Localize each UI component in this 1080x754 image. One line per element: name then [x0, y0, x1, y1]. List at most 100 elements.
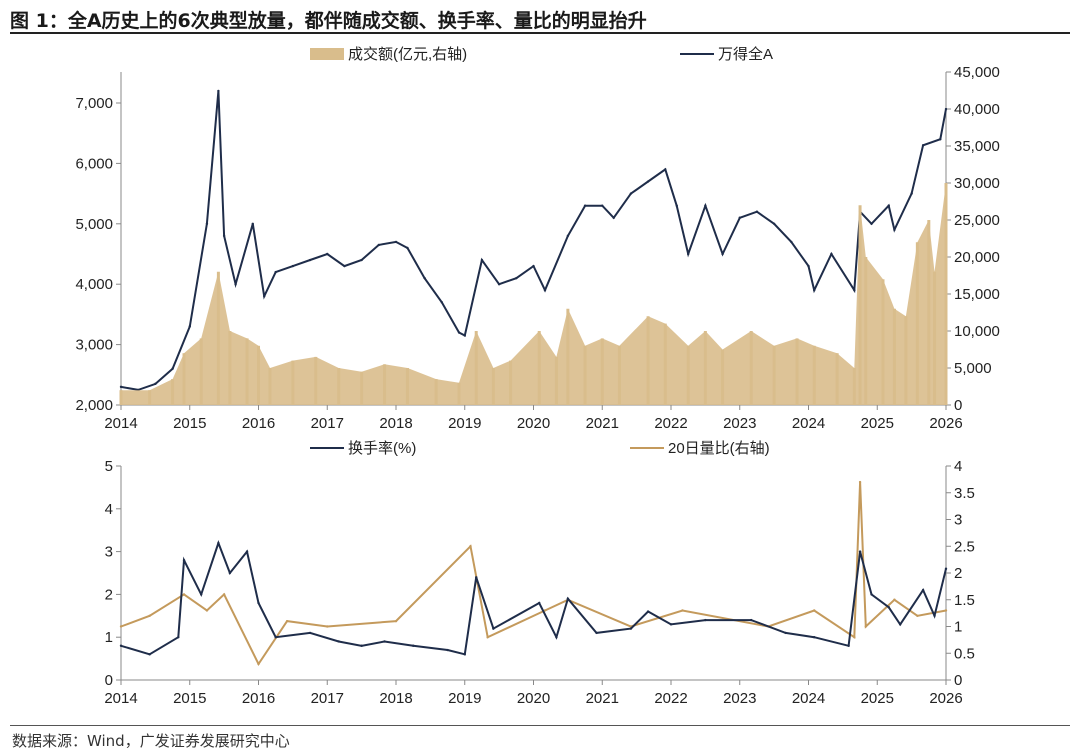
y-right-tick-label: 1.5	[954, 592, 975, 609]
y-right-tick-label: 30,000	[954, 175, 1000, 192]
legend-label: 20日量比(右轴)	[668, 440, 770, 457]
x-tick-label: 2024	[792, 415, 825, 432]
y-right-tick-label: 25,000	[954, 212, 1000, 229]
data-point	[200, 593, 203, 596]
y-left-tick-label: 4	[105, 501, 113, 518]
data-point	[228, 571, 232, 575]
x-tick-label: 2021	[586, 690, 619, 707]
data-point	[921, 144, 925, 147]
x-tick-label: 2020	[517, 690, 550, 707]
data-point	[171, 367, 174, 370]
data-point	[669, 623, 673, 626]
y-left-tick-label: 3	[105, 544, 113, 561]
y-left-tick-label: 1	[105, 629, 113, 646]
turnover-area	[121, 183, 946, 405]
data-point	[343, 264, 346, 268]
data-point	[257, 601, 260, 605]
data-point	[326, 625, 329, 628]
data-point	[188, 325, 191, 328]
data-point	[222, 593, 226, 596]
x-tick-label: 2023	[723, 690, 756, 707]
data-point	[497, 283, 501, 286]
x-tick-label: 2018	[379, 690, 412, 707]
x-tick-label: 2014	[104, 415, 137, 432]
y-left-tick-label: 5,000	[75, 216, 113, 233]
y-left-tick-label: 5	[105, 458, 113, 475]
data-point	[222, 234, 226, 238]
data-point	[543, 289, 547, 292]
data-point	[870, 222, 873, 225]
x-tick-label: 2015	[173, 415, 206, 432]
data-point	[154, 382, 157, 386]
y-left-tick-label: 0	[105, 672, 113, 689]
y-right-tick-label: 1	[954, 619, 962, 636]
data-point	[263, 295, 266, 298]
data-point	[830, 252, 833, 256]
data-point	[538, 601, 541, 605]
data-point	[893, 598, 896, 601]
y-right-tick-label: 3.5	[954, 485, 975, 502]
data-point	[515, 276, 518, 280]
data-point	[858, 550, 862, 553]
data-point	[681, 609, 684, 612]
data-point	[790, 240, 793, 244]
data-point	[813, 289, 816, 292]
data-point	[383, 640, 386, 643]
y-right-tick-label: 35,000	[954, 138, 1000, 155]
data-point	[910, 192, 913, 195]
legend-label: 换手率(%)	[348, 440, 416, 457]
y-right-tick-label: 15,000	[954, 286, 1000, 303]
x-tick-label: 2025	[861, 415, 894, 432]
legend-swatch-turnover	[310, 48, 344, 60]
y-left-tick-label: 6,000	[75, 155, 113, 172]
series-line-0	[120, 90, 947, 391]
data-point	[853, 289, 856, 292]
data-point	[646, 610, 650, 613]
data-point	[274, 270, 277, 274]
data-point	[182, 593, 186, 596]
y-left-tick-label: 2	[105, 586, 113, 603]
data-point	[898, 623, 902, 626]
data-point	[784, 631, 787, 635]
data-point	[595, 631, 598, 635]
series-line-1	[120, 540, 947, 656]
x-tick-label: 2017	[311, 690, 344, 707]
series-line-0	[120, 481, 947, 666]
data-point	[887, 204, 890, 207]
data-point	[601, 204, 604, 207]
data-point	[921, 588, 925, 592]
data-point	[148, 653, 151, 656]
data-point	[944, 107, 948, 111]
data-point	[446, 648, 449, 652]
y-left-tick-label: 2,000	[75, 397, 113, 414]
x-tick-label: 2022	[654, 415, 687, 432]
data-point	[704, 204, 707, 207]
data-point	[864, 625, 867, 628]
data-point	[664, 168, 667, 171]
data-point	[675, 204, 678, 207]
data-point	[480, 258, 484, 262]
y-right-tick-label: 45,000	[954, 64, 1000, 81]
figure-title: 图 1：全A历史上的6次典型放量，都伴随成交额、换手率、量比的明显抬升	[10, 10, 647, 32]
x-tick-label: 2025	[861, 690, 894, 707]
data-point	[566, 597, 570, 600]
data-point	[887, 606, 890, 609]
y-right-tick-label: 3	[954, 512, 962, 529]
x-tick-label: 2022	[654, 690, 687, 707]
data-point	[750, 618, 753, 622]
data-point	[251, 222, 254, 225]
y-right-tick-label: 2.5	[954, 538, 975, 555]
legend-label: 成交额(亿元,右轴)	[348, 45, 467, 63]
data-point	[755, 210, 759, 213]
data-point	[704, 618, 707, 622]
data-point	[274, 636, 277, 639]
data-point	[813, 609, 816, 612]
data-point	[555, 636, 558, 639]
data-point	[721, 252, 724, 256]
data-point	[394, 619, 398, 623]
data-point	[847, 644, 850, 647]
data-point	[182, 558, 186, 562]
data-point	[406, 246, 409, 250]
data-point	[772, 222, 776, 225]
